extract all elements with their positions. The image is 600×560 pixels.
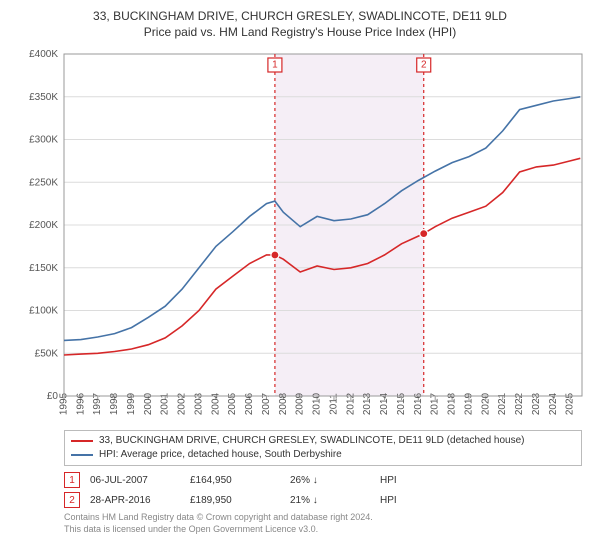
svg-text:£300K: £300K: [29, 135, 58, 146]
event-table: 1 06-JUL-2007 £164,950 26% ↓ HPI 2 28-AP…: [64, 470, 582, 510]
legend-item-hpi: HPI: Average price, detached house, Sout…: [71, 448, 575, 462]
svg-text:£0: £0: [47, 391, 59, 402]
svg-text:£400K: £400K: [29, 49, 58, 60]
svg-text:£350K: £350K: [29, 92, 58, 103]
svg-text:£150K: £150K: [29, 263, 58, 274]
event-row: 2 28-APR-2016 £189,950 21% ↓ HPI: [64, 490, 582, 510]
svg-text:£100K: £100K: [29, 306, 58, 317]
legend-item-property: 33, BUCKINGHAM DRIVE, CHURCH GRESLEY, SW…: [71, 434, 575, 448]
price-chart: £0 £50K £100K £150K £200K £250K £300K £350K £400…: [10, 44, 590, 424]
svg-text:£250K: £250K: [29, 178, 58, 189]
svg-text:1: 1: [272, 60, 278, 71]
svg-text:2: 2: [421, 60, 427, 71]
event-row: 1 06-JUL-2007 £164,950 26% ↓ HPI: [64, 470, 582, 490]
svg-text:£200K: £200K: [29, 220, 58, 231]
footer-attribution: Contains HM Land Registry data © Crown c…: [64, 512, 590, 535]
svg-text:£50K: £50K: [35, 349, 59, 360]
legend: 33, BUCKINGHAM DRIVE, CHURCH GRESLEY, SW…: [64, 430, 582, 466]
chart-title: 33, BUCKINGHAM DRIVE, CHURCH GRESLEY, SW…: [10, 8, 590, 40]
